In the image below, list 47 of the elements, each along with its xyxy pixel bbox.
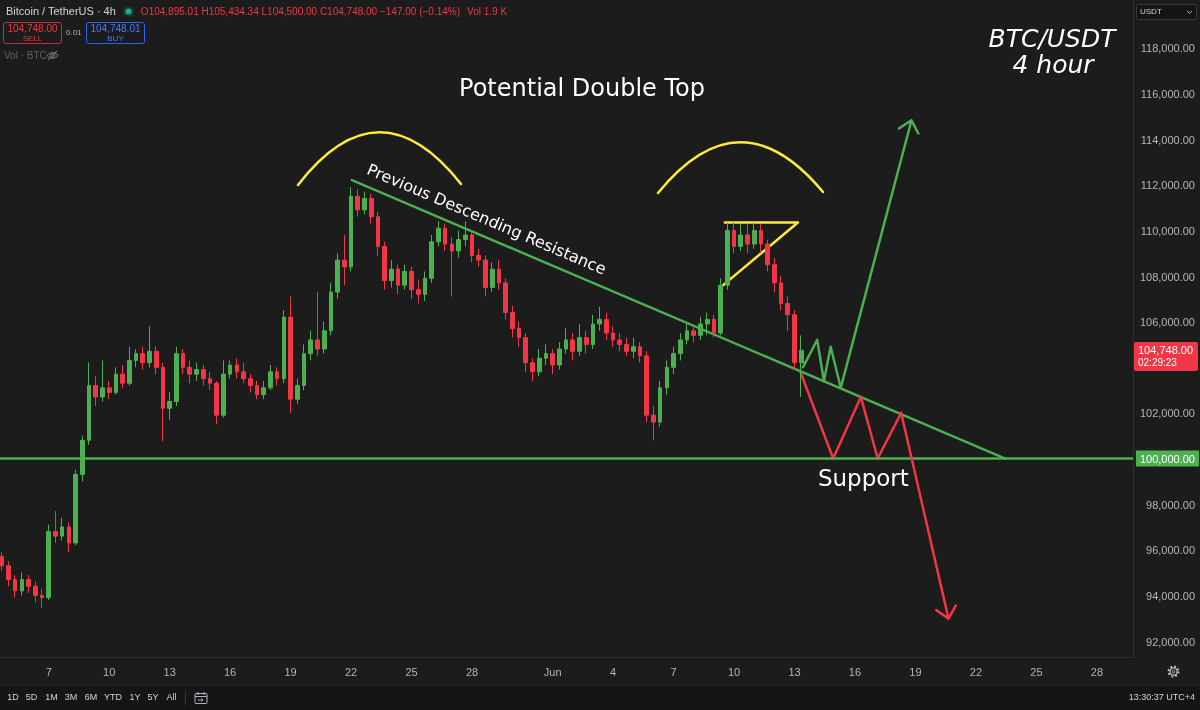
x-tick-label: 28 — [1090, 665, 1104, 678]
sell-button: 104,748.00 SELL — [3, 22, 62, 44]
x-tick-label: 13 — [788, 665, 801, 678]
y-tick-label: 102,000.00 — [1139, 407, 1195, 420]
annotation: O104,895.01 H105,434.34 L104,500.00 C104,748.00 −147.00 (−0.14%) — [140, 5, 461, 17]
x-tick-label: 13 — [163, 665, 176, 678]
annotation: SELL — [22, 33, 43, 44]
annotation: BUY — [107, 33, 124, 44]
x-tick-label: 7 — [45, 665, 52, 678]
y-tick-label: 100,000.00 — [1139, 453, 1195, 466]
annotation: Vol 1.9 K — [467, 5, 508, 17]
toolbar: 1D 5D 1M 3M 6M YTD 1Y 5Y All 13:30:37 UTC+4 — [0, 685, 1200, 710]
y-tick-label: 112,000.00 — [1140, 179, 1195, 192]
ref-line-label: Support — [817, 464, 909, 491]
y-tick-label: 116,000.00 — [1140, 88, 1195, 101]
y-tick-label: 98,000.00 — [1146, 498, 1195, 511]
x-tick-label: Jun — [543, 665, 562, 678]
y-tick-label: 108,000.00 — [1139, 270, 1195, 283]
x-tick-label: 10 — [727, 665, 741, 678]
x-tick-label: 16 — [848, 665, 862, 678]
x-tick-label: 25 — [1030, 665, 1043, 678]
y-tick-label: 106,000.00 — [1139, 316, 1195, 329]
annotation: 0.01 — [66, 28, 82, 38]
y-tick-label: 110,000.00 — [1140, 224, 1195, 237]
x-tick-label: 16 — [224, 665, 237, 678]
x-tick-label: 4 — [610, 665, 617, 678]
dropdown: USDT — [1136, 4, 1197, 20]
y-tick-label: 92,000.00 — [1146, 635, 1195, 648]
price-tag: 104,748.00 02:29:23 — [1134, 342, 1198, 372]
annotation: 104,748.01 — [90, 22, 141, 34]
annotation: 104,748.00 — [7, 22, 58, 34]
annotation: Vol · BTC — [4, 50, 47, 61]
x-tick-label: 25 — [405, 665, 418, 678]
y-tick-label: 118,000.00 — [1140, 42, 1195, 55]
x-tick-label: 22 — [344, 665, 358, 678]
x-tick-label: 19 — [284, 665, 297, 678]
x-tick-label: 7 — [670, 665, 677, 678]
y-tick-label: 96,000.00 — [1146, 544, 1195, 557]
x-tick-label: 10 — [103, 665, 116, 678]
annotation: Bitcoin / TetherUS · 4h — [6, 5, 116, 18]
x-tick-label: 28 — [465, 665, 479, 678]
y-tick-label: 114,000.00 — [1140, 133, 1195, 146]
x-tick-label: 22 — [969, 665, 983, 678]
x-tick-label: 19 — [909, 665, 922, 678]
buy-button: 104,748.01 BUY — [86, 22, 145, 44]
annotation: Potential Double Top — [459, 74, 705, 102]
y-tick-label: 94,000.00 — [1146, 589, 1195, 602]
